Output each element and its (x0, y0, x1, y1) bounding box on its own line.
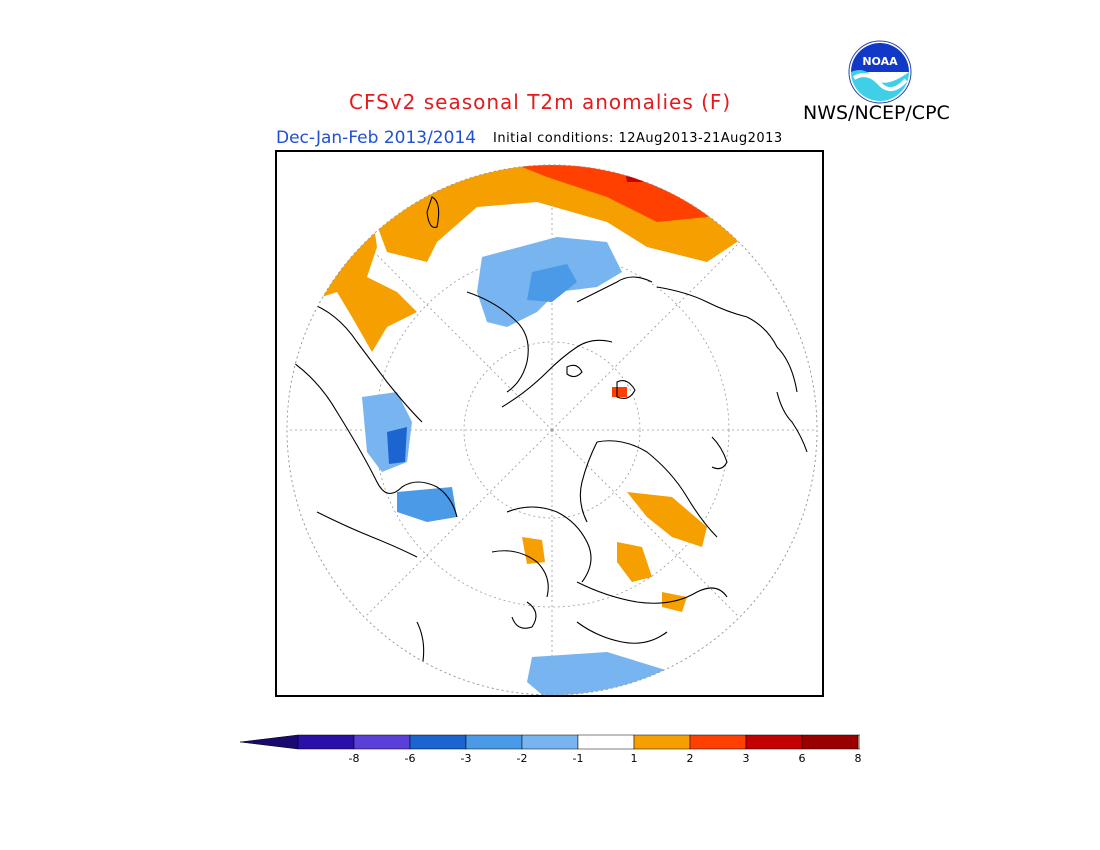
anomaly-warm-arctic-archipelago (617, 542, 652, 582)
anomaly-cool-barents-core (527, 264, 577, 302)
anomaly-warm-small-2 (662, 592, 687, 612)
legend-swatch (353, 734, 411, 750)
coastlines (287, 196, 808, 695)
legend-tick-label: 3 (742, 752, 750, 765)
map-frame (275, 150, 824, 697)
polar-map (286, 164, 818, 695)
legend-swatch (577, 734, 635, 750)
anomaly-cool-greenland-south (527, 652, 672, 695)
legend-swatch (409, 734, 467, 750)
color-legend (239, 733, 973, 751)
legend-swatch (857, 734, 915, 750)
color-legend-bar (239, 734, 973, 750)
legend-swatch (297, 734, 355, 750)
legend-tick-label: 8 (854, 752, 862, 765)
map-title: CFSv2 seasonal T2m anomalies (F) (349, 90, 732, 114)
legend-tick-label: 2 (686, 752, 694, 765)
legend-tick-label: -1 (572, 752, 584, 765)
legend-tick-label: -2 (516, 752, 528, 765)
anomaly-cool-alaska-core (387, 427, 407, 464)
legend-tick-label: 6 (798, 752, 806, 765)
anomaly-warm-greenland (627, 492, 707, 547)
legend-arrow-low (239, 734, 299, 750)
anomaly-warm-small (522, 537, 545, 564)
noaa-logo: NOAA (848, 40, 912, 104)
noaa-logo-text: NOAA (862, 55, 898, 68)
legend-tick-label: -8 (348, 752, 360, 765)
initial-conditions-label: Initial conditions: 12Aug2013-21Aug2013 (493, 131, 783, 146)
season-label: Dec-Jan-Feb 2013/2014 (276, 128, 477, 148)
anomaly-cool-canada-west (397, 487, 457, 522)
legend-swatch (633, 734, 691, 750)
legend-tick-label: 1 (630, 752, 638, 765)
legend-swatch (745, 734, 803, 750)
legend-tick-label: -3 (460, 752, 472, 765)
anomaly-warm-dot (612, 387, 627, 397)
agency-label: NWS/NCEP/CPC (803, 102, 950, 124)
legend-swatch (689, 734, 747, 750)
legend-swatch (465, 734, 523, 750)
legend-swatch (521, 734, 579, 750)
legend-tick-label: -6 (404, 752, 416, 765)
anomaly-strong-warm-west (422, 165, 452, 182)
legend-swatch (801, 734, 859, 750)
